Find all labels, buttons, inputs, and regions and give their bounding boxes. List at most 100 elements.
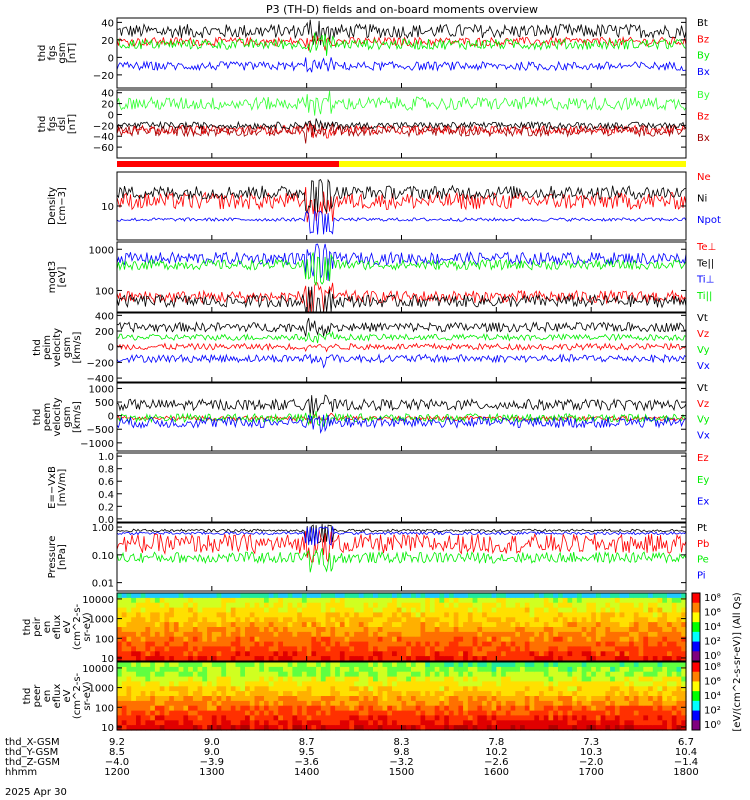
spectrogram-cell — [681, 622, 687, 628]
spectrogram-cell — [301, 656, 308, 662]
spectrogram-cell — [667, 622, 673, 628]
colorbar-segment — [692, 612, 700, 623]
spectrogram-cell — [624, 651, 630, 657]
spectrogram-cell — [311, 631, 317, 638]
spectrogram-cell — [586, 671, 592, 678]
spectrogram-cell — [121, 593, 127, 599]
colorbar-tick-label: 10² — [704, 637, 721, 648]
spectrogram-cell — [278, 720, 284, 726]
spectrogram-cell — [169, 671, 175, 678]
spectrogram-cell — [572, 651, 578, 657]
spectrogram-cell — [619, 705, 625, 712]
spectrogram-cell — [444, 671, 450, 678]
spectrogram-cell — [173, 686, 180, 692]
spectrogram-cell — [648, 656, 654, 662]
spectrogram-cell — [681, 715, 687, 721]
spectrogram-cell — [197, 631, 203, 638]
spectrogram-cell — [259, 593, 265, 599]
spectrogram-cell — [614, 715, 621, 721]
spectrogram-cell — [472, 700, 478, 707]
spectrogram-cell — [183, 636, 189, 643]
spectrogram-cell — [553, 617, 559, 623]
spectrogram-cell — [273, 700, 279, 707]
spectrogram-cell — [268, 696, 274, 702]
spectrogram-cell — [425, 612, 431, 618]
spectrogram-cell — [600, 686, 606, 692]
spectrogram-cell — [576, 691, 583, 697]
spectrogram-cell — [624, 691, 630, 697]
spectrogram-cell — [207, 602, 213, 609]
spectrogram-cell — [349, 627, 355, 633]
spectrogram-cell — [358, 646, 365, 652]
spectrogram-cell — [292, 607, 298, 614]
spectrogram-cell — [482, 656, 488, 662]
spectrogram-cell — [467, 641, 474, 648]
spectrogram-cell — [358, 627, 365, 633]
spectrogram-cell — [254, 710, 260, 717]
spectrogram-cell — [363, 666, 369, 673]
spectrogram-cell — [330, 710, 336, 717]
y-tick-label: 0.2 — [98, 502, 114, 513]
spectrogram-cell — [117, 597, 123, 604]
spectrogram-cell — [117, 656, 123, 662]
spectrogram-cell — [553, 612, 559, 618]
spectrogram-cell — [268, 636, 274, 643]
spectrogram-cell — [178, 725, 184, 731]
spectrogram-cell — [467, 715, 474, 721]
spectrogram-cell — [335, 656, 341, 662]
spectrogram-cell — [396, 607, 403, 614]
spectrogram-cell — [633, 607, 640, 614]
x-tick-label: 9.2 — [109, 737, 125, 748]
spectrogram-cell — [671, 607, 678, 614]
spectrogram-cell — [363, 676, 369, 683]
spectrogram-cell — [463, 676, 469, 683]
spectrogram-cell — [667, 696, 673, 702]
spectrogram-cell — [576, 612, 583, 618]
spectrogram-cell — [501, 705, 507, 712]
spectrogram-cell — [429, 622, 436, 628]
spectrogram-cell — [429, 602, 436, 609]
spectrogram-cell — [358, 700, 365, 707]
spectrogram-cell — [159, 715, 165, 721]
spectrogram-cell — [491, 691, 497, 697]
spectrogram-cell — [150, 631, 156, 638]
spectrogram-cell — [562, 662, 568, 668]
spectrogram-cell — [595, 691, 602, 697]
spectrogram-cell — [624, 676, 630, 683]
spectrogram-cell — [339, 607, 346, 614]
spectrogram-cell — [316, 607, 322, 614]
x-tick-label: −1.4 — [674, 757, 698, 768]
spectrogram-cell — [126, 631, 132, 638]
spectrogram-cell — [600, 602, 606, 609]
spectrogram-cell — [472, 641, 478, 648]
spectrogram-cell — [330, 691, 336, 697]
spectrogram-cell — [273, 671, 279, 678]
spectrogram-cell — [501, 676, 507, 683]
spectrogram-cell — [301, 636, 308, 643]
spectrogram-cell — [439, 666, 445, 673]
spectrogram-cell — [226, 681, 232, 687]
spectrogram-cell — [140, 666, 146, 673]
spectrogram-cell — [501, 681, 507, 687]
spectrogram-cell — [553, 597, 559, 604]
spectrogram-cell — [382, 602, 388, 609]
spectrogram-cell — [534, 725, 540, 731]
spectrogram-cell — [482, 705, 488, 712]
spectrogram-cell — [140, 631, 146, 638]
spectrogram-cell — [335, 715, 341, 721]
spectrogram-cell — [159, 700, 165, 707]
spectrogram-cell — [539, 715, 545, 721]
spectrogram-cell — [652, 696, 659, 702]
spectrogram-cell — [316, 656, 322, 662]
spectrogram-cell — [539, 641, 545, 648]
spectrogram-cell — [339, 631, 346, 638]
spectrogram-cell — [676, 710, 682, 717]
spectrogram-cell — [472, 720, 478, 726]
spectrogram-cell — [164, 602, 170, 609]
spectrogram-cell — [482, 696, 488, 702]
y-tick-label: −1000 — [80, 439, 114, 450]
spectrogram-cell — [159, 662, 165, 668]
spectrogram-cell — [330, 636, 336, 643]
spectrogram-cell — [491, 671, 497, 678]
spectrogram-cell — [216, 646, 222, 652]
